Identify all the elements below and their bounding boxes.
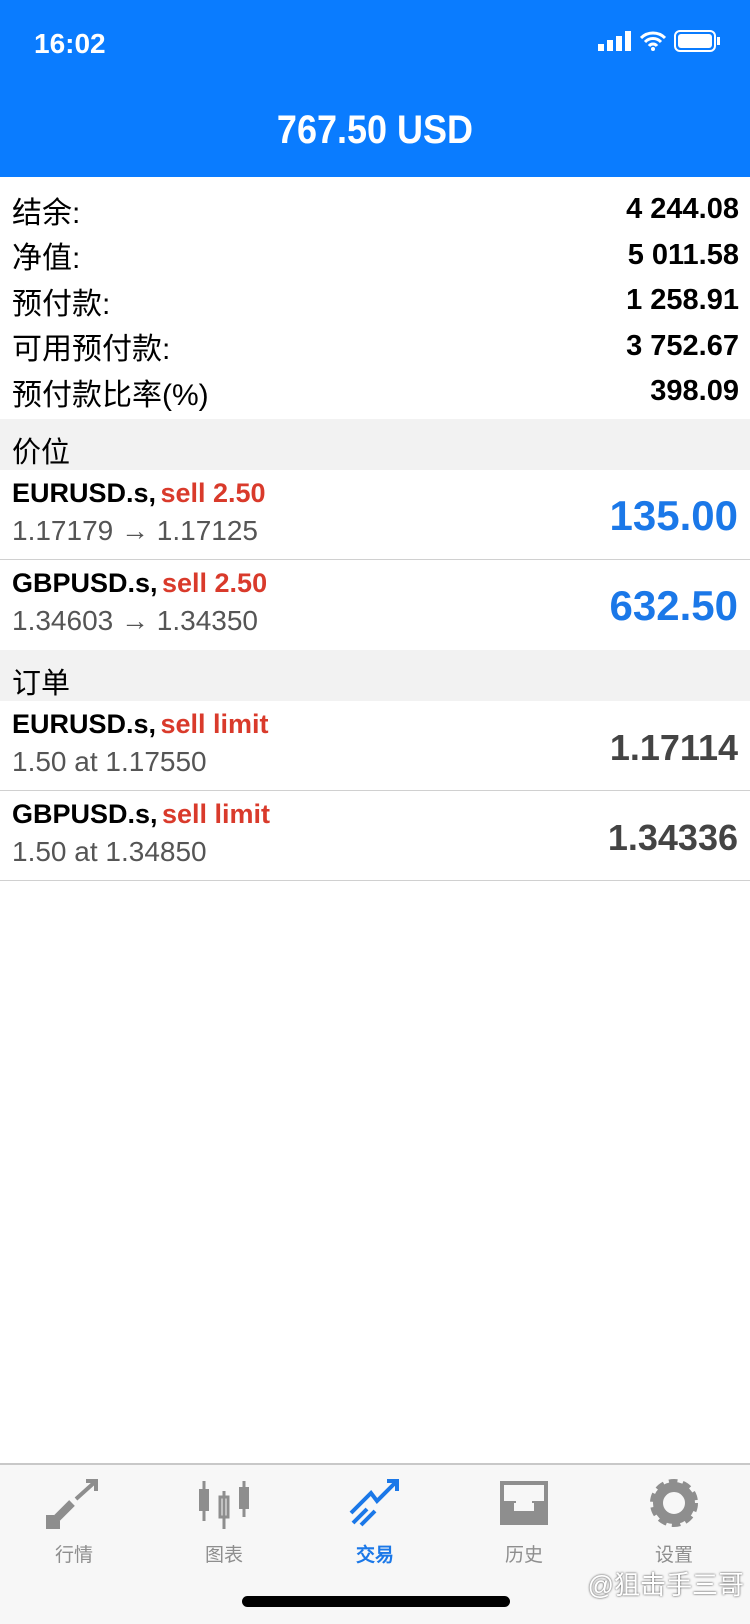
- tab-label: 行情: [54, 1545, 93, 1566]
- positions-header: 价位: [0, 418, 750, 470]
- chart-icon: [199, 1481, 249, 1529]
- profit: 135.00: [609, 491, 738, 539]
- tab-quotes[interactable]: 行情: [19, 1477, 129, 1567]
- symbol: GBPUSD.s,: [12, 798, 158, 829]
- value: 5 011.58: [627, 238, 739, 271]
- history-icon: [500, 1481, 548, 1525]
- trade-icon: [349, 1479, 399, 1527]
- battery-icon: [674, 30, 720, 52]
- symbol: EURUSD.s,: [12, 477, 157, 508]
- position-row[interactable]: EURUSD.s, sell 2.50 1.17179 → 1.17125 13…: [0, 470, 750, 560]
- tab-bar: 行情 图表 交易 历史 设置: [0, 1463, 750, 1624]
- status-time: 16:02: [34, 28, 106, 59]
- tab-label: 交易: [355, 1545, 394, 1566]
- label: 预付款比率(%): [12, 378, 209, 412]
- tab-label: 图表: [204, 1545, 243, 1566]
- label: 净值:: [12, 242, 81, 276]
- margin-row: 预付款: 1 258.91: [0, 278, 750, 324]
- side: sell 2.50: [162, 567, 268, 598]
- home-indicator[interactable]: [242, 1596, 510, 1607]
- account-summary: 结余: 4 244.08 净值: 5 011.58 预付款: 1 258.91 可用预…: [0, 177, 750, 881]
- tab-chart[interactable]: 图表: [169, 1477, 279, 1567]
- price: 1.34336: [607, 816, 738, 858]
- status-icons: [598, 30, 720, 52]
- value: 1 258.91: [626, 284, 739, 317]
- label: 结余:: [12, 196, 81, 230]
- value: 398.09: [650, 375, 739, 408]
- quotes-icon: [46, 1479, 98, 1529]
- equity-row: 净值: 5 011.58: [0, 233, 750, 279]
- position-row[interactable]: GBPUSD.s, sell 2.50 1.34603 → 1.34350 63…: [0, 560, 750, 650]
- header: 16:02 767.50 USD: [0, 0, 750, 177]
- tab-history[interactable]: 历史: [469, 1477, 579, 1567]
- balance-row: 结余: 4 244.08: [0, 187, 750, 233]
- tab-label: 历史: [504, 1545, 543, 1566]
- label: 预付款:: [12, 287, 111, 321]
- tab-trade[interactable]: 交易: [320, 1477, 430, 1567]
- margin-level-row: 预付款比率(%) 398.09: [0, 369, 750, 415]
- detail: 1.50 at 1.17550: [12, 745, 207, 777]
- value: 3 752.67: [626, 329, 739, 362]
- orders-header: 订单: [0, 649, 750, 701]
- prices: 1.17179 → 1.17125: [12, 514, 258, 546]
- watermark: @狙击手三哥: [587, 1570, 744, 1600]
- free-margin-row: 可用预付款: 3 752.67: [0, 324, 750, 370]
- profit: 632.50: [609, 581, 738, 629]
- tab-settings[interactable]: 设置: [619, 1477, 729, 1567]
- symbol: EURUSD.s,: [12, 708, 157, 739]
- order-row[interactable]: EURUSD.s, sell limit 1.50 at 1.17550 1.1…: [0, 701, 750, 791]
- side: sell 2.50: [160, 477, 266, 508]
- symbol: GBPUSD.s,: [12, 567, 158, 598]
- side: sell limit: [160, 708, 269, 739]
- order-row[interactable]: GBPUSD.s, sell limit 1.50 at 1.34850 1.3…: [0, 791, 750, 881]
- price: 1.17114: [609, 726, 738, 768]
- signal-icon: [598, 31, 631, 51]
- side: sell limit: [162, 798, 271, 829]
- label: 可用预付款:: [12, 333, 171, 367]
- wifi-icon: [640, 31, 666, 51]
- tab-label: 设置: [654, 1545, 693, 1566]
- settings-icon: [650, 1479, 698, 1527]
- value: 4 244.08: [626, 193, 739, 226]
- detail: 1.50 at 1.34850: [12, 835, 207, 867]
- prices: 1.34603 → 1.34350: [12, 604, 258, 636]
- page-title: 767.50 USD: [276, 108, 474, 152]
